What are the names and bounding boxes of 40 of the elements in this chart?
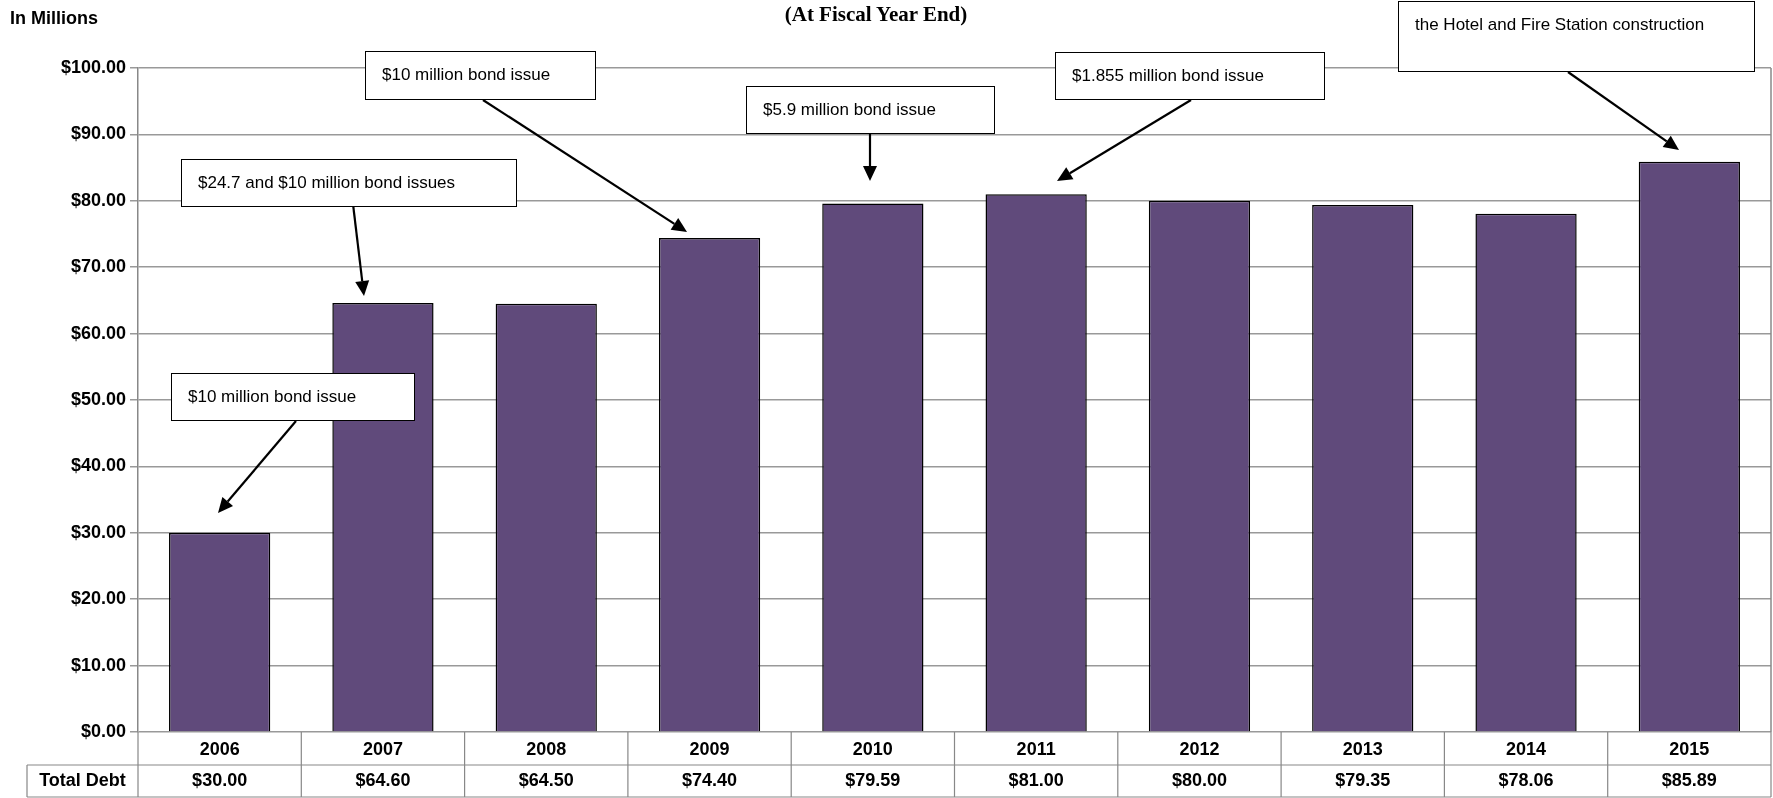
y-tick-label: $100.00 xyxy=(60,56,126,77)
x-tick-label: 2008 xyxy=(526,738,567,759)
text: $79.35 xyxy=(1335,769,1391,790)
x-tick-label: 2010 xyxy=(852,738,893,759)
x-tick-label: 2009 xyxy=(689,738,730,759)
y-tick-label: $0.00 xyxy=(80,720,126,741)
y-tick-label: $70.00 xyxy=(70,256,126,277)
y-tick-label: $10.00 xyxy=(70,654,126,675)
text: $79.59 xyxy=(845,769,901,790)
text: $80.00 xyxy=(1171,769,1227,790)
callout-box: the Hotel and Fire Station construction xyxy=(1398,1,1755,72)
x-tick-label: 2015 xyxy=(1669,738,1710,759)
callout-box: $10 million bond issue xyxy=(365,51,596,100)
callout-box: $24.7 and $10 million bond issues xyxy=(181,159,517,207)
x-tick-label: 2012 xyxy=(1179,738,1220,759)
y-tick-label: $40.00 xyxy=(70,455,126,476)
text: $64.60 xyxy=(355,769,411,790)
y-tick-label: $60.00 xyxy=(70,322,126,343)
text: $85.89 xyxy=(1661,769,1717,790)
callout-box: $1.855 million bond issue xyxy=(1055,52,1325,100)
y-tick-label: $20.00 xyxy=(70,588,126,609)
text: $64.50 xyxy=(518,769,574,790)
text: Total Debt xyxy=(39,769,126,790)
y-tick-label: $80.00 xyxy=(70,189,126,210)
x-tick-label: 2014 xyxy=(1506,738,1547,759)
x-tick-label: 2006 xyxy=(199,738,240,759)
x-tick-label: 2011 xyxy=(1016,738,1056,759)
y-tick-label: $90.00 xyxy=(70,123,126,144)
y-tick-label: $30.00 xyxy=(70,521,126,542)
text: $30.00 xyxy=(192,769,248,790)
x-tick-label: 2007 xyxy=(362,738,403,759)
callout-box: $10 million bond issue xyxy=(171,373,415,421)
text: $78.06 xyxy=(1498,769,1554,790)
x-tick-label: 2013 xyxy=(1342,738,1383,759)
callout-box: $5.9 million bond issue xyxy=(746,86,995,134)
chart-title: (At Fiscal Year End) xyxy=(784,2,968,27)
text: $81.00 xyxy=(1008,769,1064,790)
y-tick-label: $50.00 xyxy=(70,388,126,409)
y-axis-title: In Millions xyxy=(10,7,98,28)
text: $74.40 xyxy=(682,769,738,790)
